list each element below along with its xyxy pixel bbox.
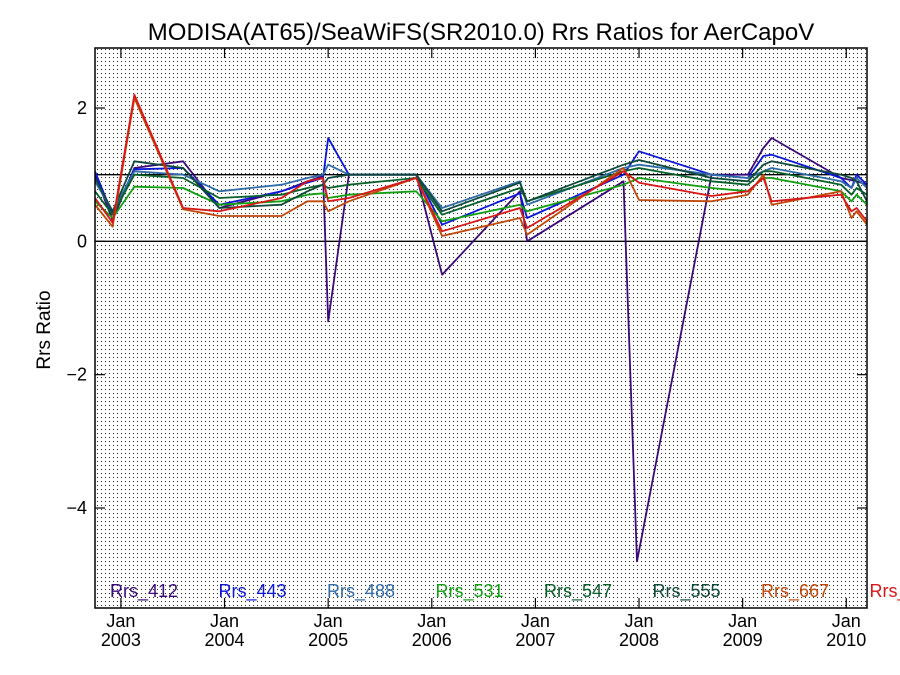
x-tick-label: Jan 2006 bbox=[412, 611, 452, 650]
y-tick-label: 0 bbox=[77, 231, 87, 251]
y-axis-ticks: 2 0 −2 −4 bbox=[66, 98, 867, 518]
legend-entry-1: Rrs_443 bbox=[219, 581, 287, 602]
series-line-4 bbox=[95, 167, 867, 216]
series-line-2 bbox=[95, 163, 867, 213]
y-tick-label: −4 bbox=[66, 498, 87, 518]
x-tick-label: Jan 2007 bbox=[515, 611, 555, 650]
x-tick-label: Jan 2009 bbox=[723, 611, 763, 650]
series-line-6 bbox=[95, 97, 867, 237]
legend-entry-3: Rrs_531 bbox=[436, 581, 504, 602]
legend-entry-0: Rrs_412 bbox=[110, 581, 178, 602]
plot-frame bbox=[94, 47, 868, 609]
legend-entry-4: Rrs_547 bbox=[544, 581, 612, 602]
x-tick-label: Jan 2008 bbox=[619, 611, 659, 650]
x-tick-label: Jan 2010 bbox=[826, 611, 866, 650]
series-line-5 bbox=[95, 159, 867, 213]
legend-entry-7: Rrs_ bbox=[870, 581, 900, 602]
x-tick-label: Jan 2003 bbox=[101, 611, 141, 650]
series-lines bbox=[95, 93, 867, 563]
legend-entry-6: Rrs_667 bbox=[761, 581, 829, 602]
legend-entry-2: Rrs_488 bbox=[327, 581, 395, 602]
x-axis-ticks: Jan 2003 Jan 2004 Jan 2005 Jan 2006 Jan 2007 Jan 20… bbox=[101, 48, 866, 650]
series-line-7 bbox=[95, 93, 867, 233]
y-tick-label: 2 bbox=[77, 98, 87, 118]
legend-entry-5: Rrs_555 bbox=[653, 581, 721, 602]
y-tick-label: −2 bbox=[66, 365, 87, 385]
x-tick-label: Jan 2004 bbox=[205, 611, 245, 650]
series-line-1 bbox=[95, 137, 867, 226]
y-axis-label: Rrs Ratio bbox=[34, 290, 55, 369]
plot-grid-background bbox=[95, 48, 867, 608]
legend: Rrs_412 Rrs_443 Rrs_488 Rrs_531 Rrs_547 Rrs_5… bbox=[110, 581, 900, 602]
x-tick-label: Jan 2005 bbox=[308, 611, 348, 650]
chart-title: MODISA(AT65)/SeaWiFS(SR2010.0) Rrs Ratio… bbox=[148, 19, 814, 46]
